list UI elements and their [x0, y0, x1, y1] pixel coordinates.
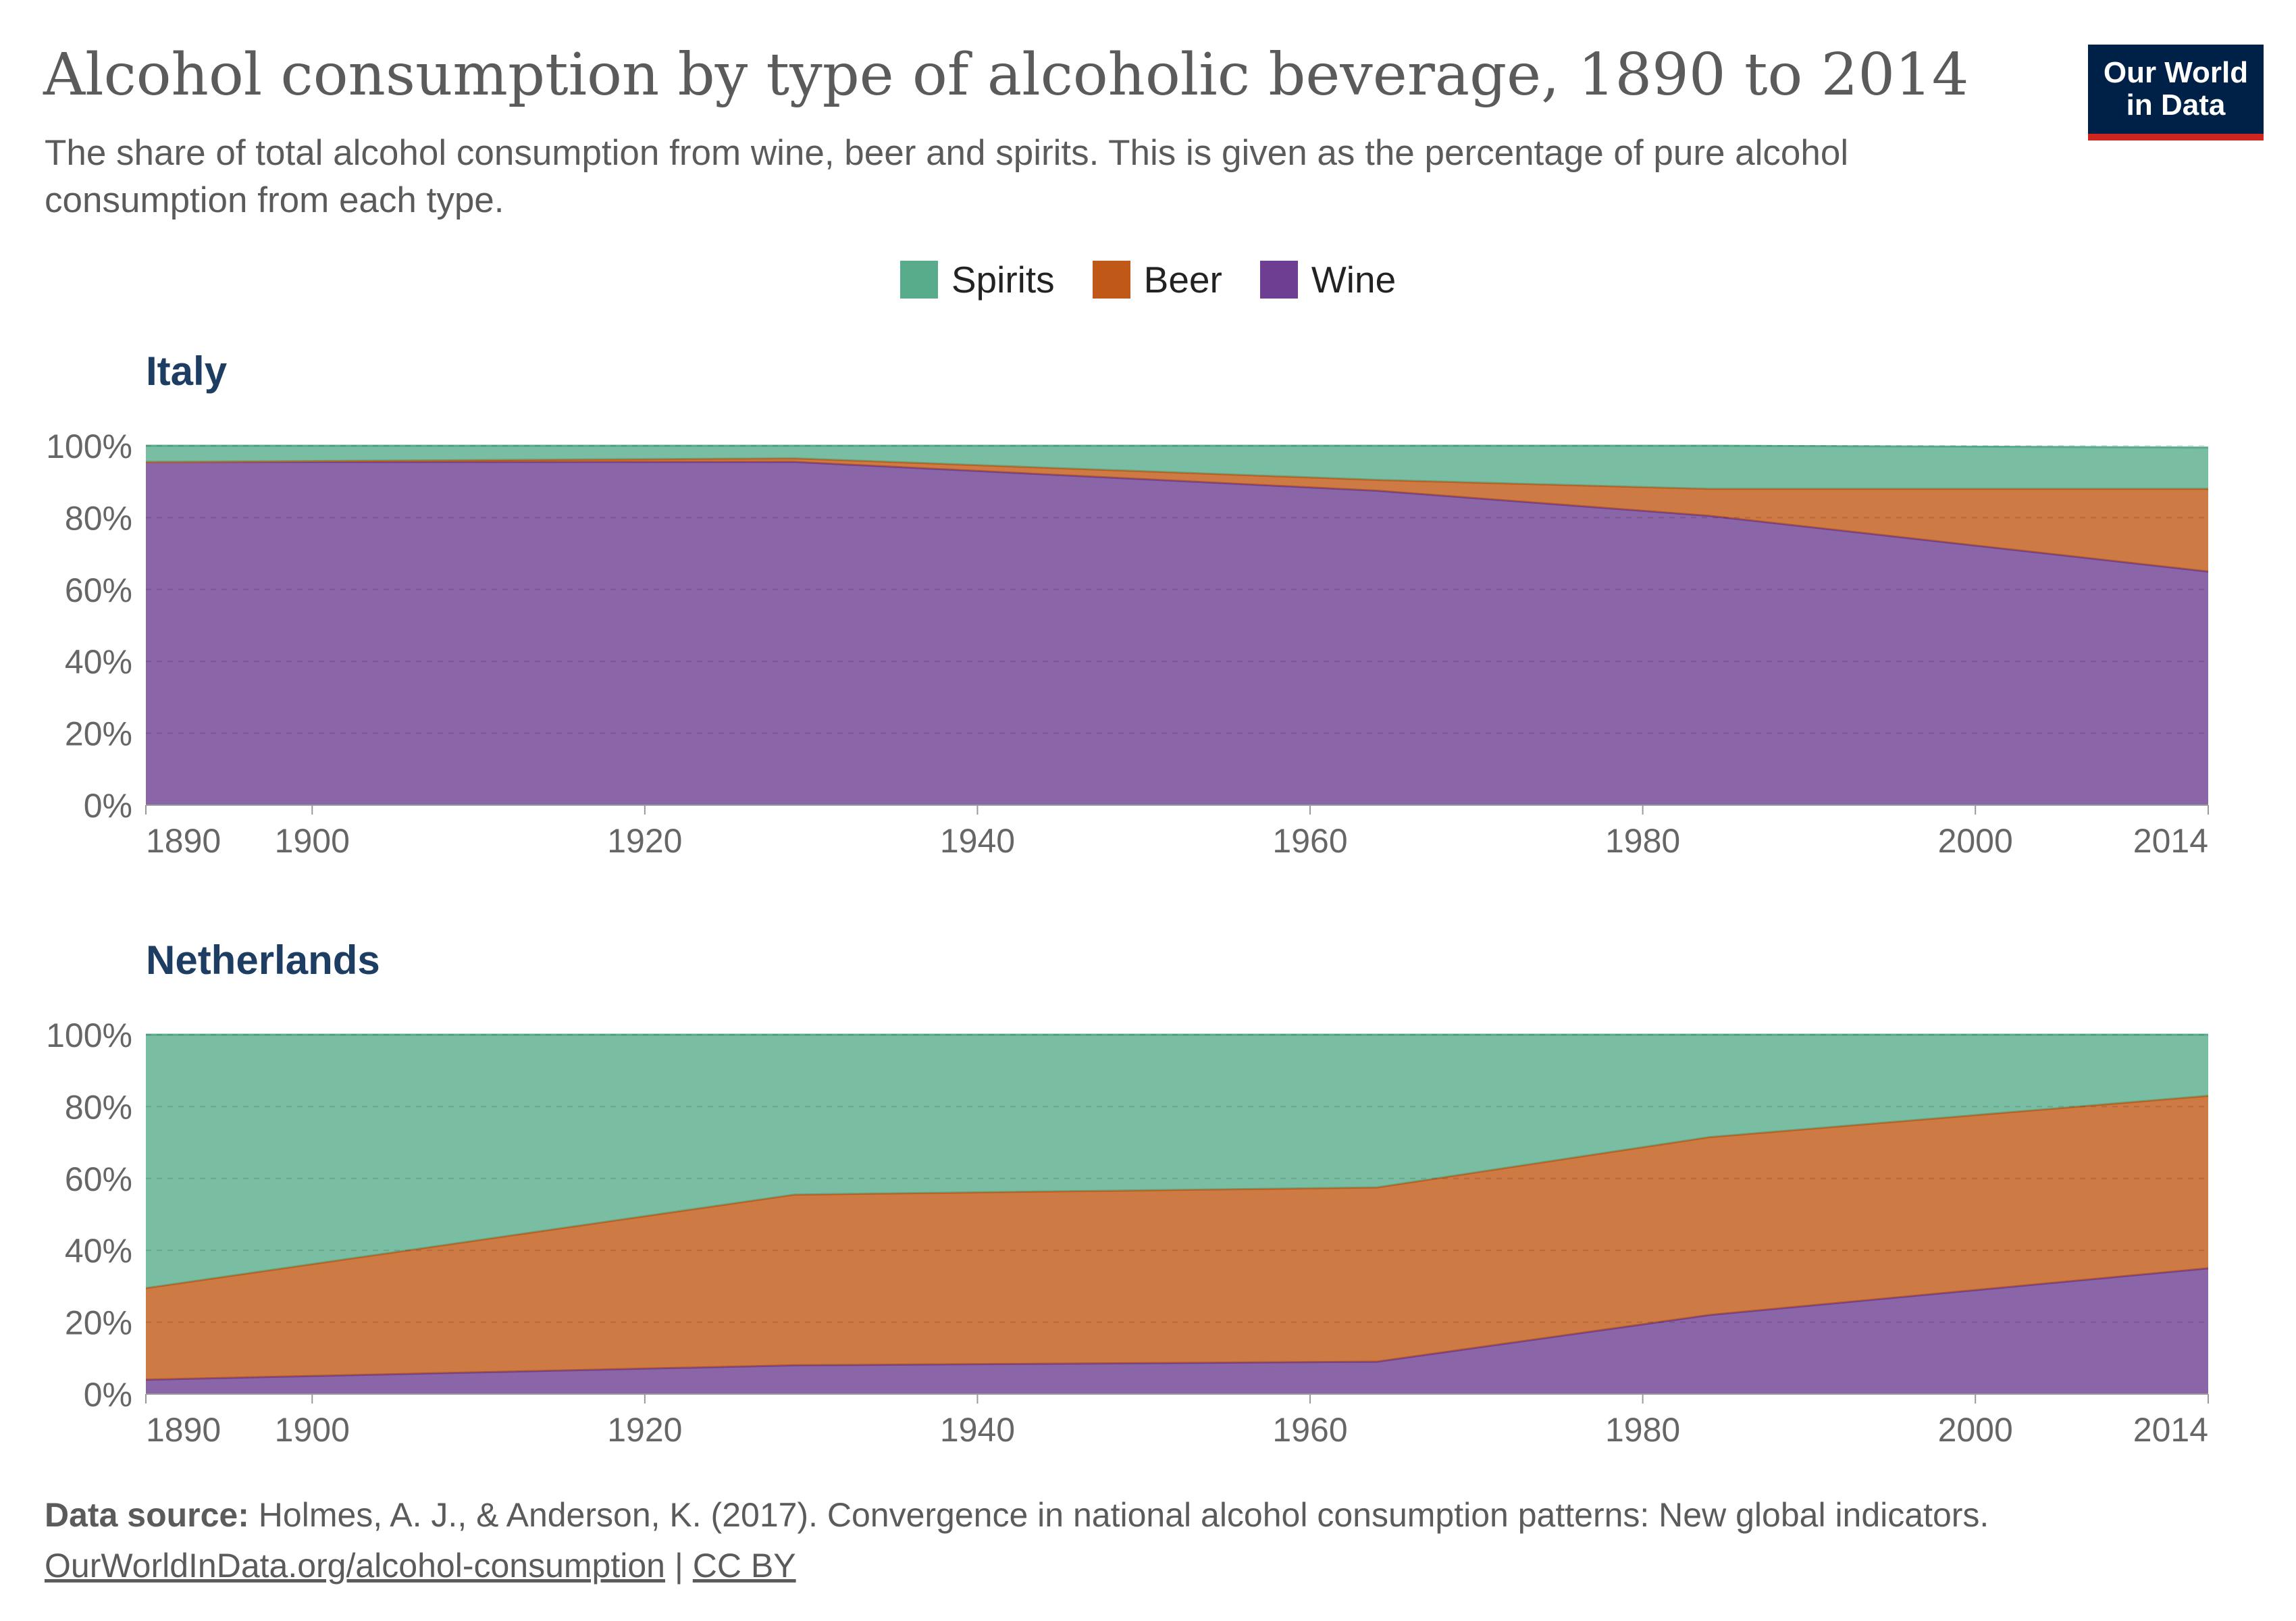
- x-tick-label-italy-2000: 2000: [1938, 822, 2013, 860]
- area-edge-italy-spirits: [146, 444, 2209, 449]
- footer: Data source: Holmes, A. J., & Anderson, …: [45, 1490, 2246, 1591]
- legend-label-wine: Wine: [1311, 259, 1397, 301]
- x-tick-label-italy-1920: 1920: [607, 822, 682, 860]
- legend-swatch-beer: [1092, 261, 1130, 299]
- area-italy-wine[interactable]: [146, 461, 2208, 805]
- x-tick-label-netherlands-1900: 1900: [275, 1411, 350, 1449]
- logo-line-2: in Data: [2126, 88, 2226, 122]
- legend: Spirits Beer Wine: [0, 258, 2296, 301]
- area-netherlands-spirits[interactable]: [146, 1035, 2208, 1289]
- source-text: Holmes, A. J., & Anderson, K. (2017). Co…: [258, 1496, 1989, 1534]
- y-tick-label-italy-40: 40%: [65, 643, 132, 681]
- y-tick-label-netherlands-40: 40%: [65, 1232, 132, 1270]
- x-tick-label-italy-1980: 1980: [1605, 822, 1680, 860]
- y-tick-label-italy-0: 0%: [84, 787, 132, 825]
- x-tick-label-italy-1890: 1890: [146, 822, 221, 860]
- chart-title: Alcohol consumption by type of alcoholic…: [43, 41, 1969, 109]
- legend-label-spirits: Spirits: [951, 259, 1055, 301]
- legend-swatch-wine: [1259, 261, 1298, 299]
- area-italy-beer[interactable]: [146, 458, 2208, 572]
- source-label: Data source:: [45, 1496, 249, 1534]
- panel-netherlands: Netherlands 0% 20% 40% 60% 80% 100% 1890 1900 192…: [46, 937, 2209, 1449]
- y-tick-label-italy-80: 80%: [65, 499, 132, 537]
- legend-item-beer[interactable]: Beer: [1092, 258, 1222, 301]
- area-netherlands-beer[interactable]: [146, 1096, 2208, 1380]
- footer-source-line: Data source: Holmes, A. J., & Anderson, …: [45, 1490, 2246, 1541]
- x-tick-label-netherlands-1960: 1960: [1272, 1411, 1347, 1449]
- x-tick-label-netherlands-2014: 2014: [2133, 1411, 2208, 1449]
- legend-item-wine[interactable]: Wine: [1259, 258, 1397, 301]
- x-tick-label-netherlands-1890: 1890: [146, 1411, 221, 1449]
- panel-title-netherlands: Netherlands: [146, 937, 380, 983]
- owid-logo[interactable]: Our World in Data: [2088, 45, 2264, 140]
- panel-title-italy: Italy: [146, 349, 228, 394]
- y-tick-label-netherlands-80: 80%: [65, 1088, 132, 1126]
- y-tick-label-netherlands-60: 60%: [65, 1160, 132, 1198]
- x-tick-label-netherlands-1980: 1980: [1605, 1411, 1680, 1449]
- y-tick-label-netherlands-0: 0%: [84, 1376, 132, 1414]
- chart-subtitle: The share of total alcohol consumption f…: [45, 133, 1849, 221]
- x-tick-label-netherlands-2000: 2000: [1938, 1411, 2013, 1449]
- y-tick-label-italy-60: 60%: [65, 571, 132, 609]
- y-tick-label-netherlands-20: 20%: [65, 1304, 132, 1342]
- x-tick-label-netherlands-1920: 1920: [607, 1411, 682, 1449]
- license-link[interactable]: CC BY: [692, 1547, 796, 1585]
- legend-label-beer: Beer: [1143, 259, 1222, 301]
- x-tick-label-italy-1940: 1940: [940, 822, 1015, 860]
- footer-link-line: OurWorldInData.org/alcohol-consumption |…: [45, 1541, 2246, 1591]
- logo-line-1: Our World: [2103, 55, 2249, 89]
- panel-italy: Italy 0% 20% 40% 60% 80% 100% 1890 1900 1920 1940 1…: [46, 349, 2209, 860]
- legend-swatch-spirits: [899, 261, 938, 299]
- y-tick-label-italy-20: 20%: [65, 715, 132, 753]
- footer-separator: |: [674, 1547, 683, 1585]
- y-tick-label-italy-100: 100%: [46, 428, 132, 465]
- source-link[interactable]: OurWorldInData.org/alcohol-consumption: [45, 1547, 665, 1585]
- area-italy-spirits[interactable]: [146, 446, 2208, 489]
- area-netherlands-wine[interactable]: [146, 1268, 2208, 1394]
- x-tick-label-italy-1960: 1960: [1272, 822, 1347, 860]
- legend-item-spirits[interactable]: Spirits: [899, 258, 1055, 301]
- y-tick-label-netherlands-100: 100%: [46, 1017, 132, 1054]
- x-tick-label-italy-1900: 1900: [275, 822, 350, 860]
- x-tick-label-italy-2014: 2014: [2133, 822, 2208, 860]
- x-tick-label-netherlands-1940: 1940: [940, 1411, 1015, 1449]
